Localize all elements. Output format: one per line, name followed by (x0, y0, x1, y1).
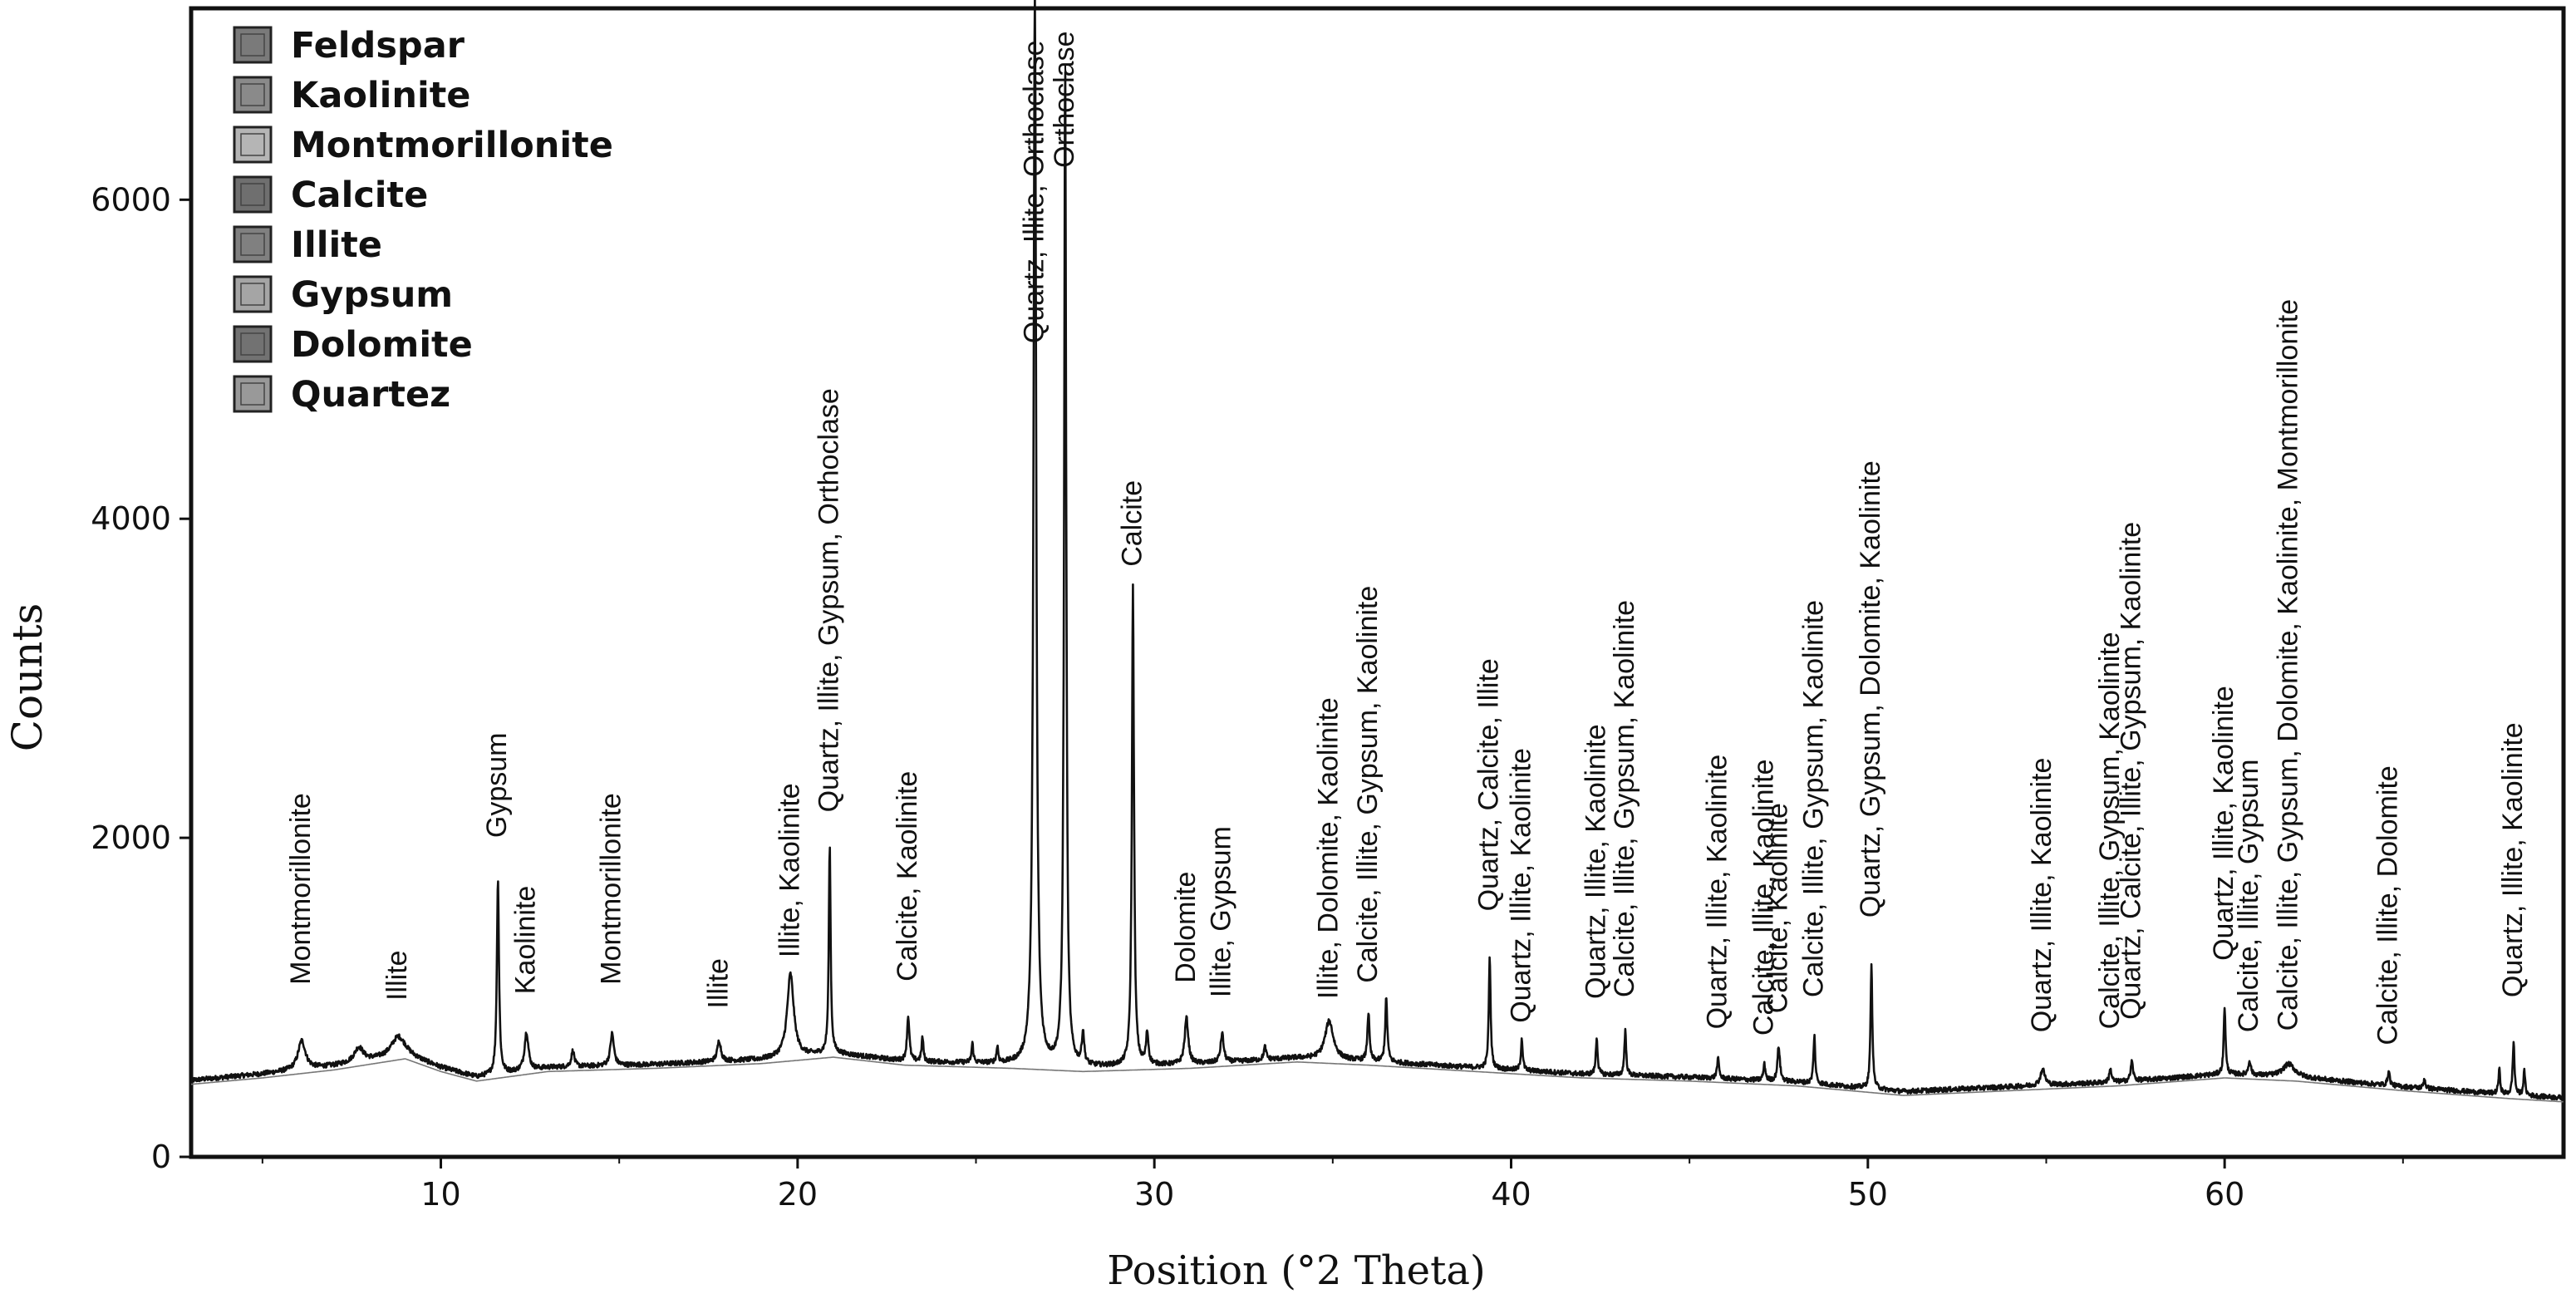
legend-swatch-inner (240, 83, 265, 106)
legend-label: Gypsum (291, 274, 453, 316)
peak-label: Kaolinite (510, 886, 542, 994)
peak-label: Illite (381, 950, 413, 1000)
peak-label: Illite, Dolomite, Kaolinite (1313, 697, 1345, 999)
peak-label: Calcite, Kaolinite (892, 771, 923, 982)
peak-label: Orthoclase (1049, 31, 1080, 167)
peak-labels: Montmorillonite Illite Gypsum Kaolinite Mont… (285, 31, 2529, 1045)
peak-label: Dolomite (1170, 872, 1202, 983)
legend-swatch (233, 375, 273, 413)
x-tick-label: 10 (420, 1176, 460, 1213)
x-axis-label: Position (°2 Theta) (1107, 1247, 1485, 1294)
legend-swatch (233, 325, 273, 363)
xrd-pattern-line (189, 0, 2564, 1101)
legend-label: Kaolinite (291, 75, 470, 116)
legend-label: Quartez (291, 374, 450, 416)
peak-label: Quartz, Illite, Kaolinite (2208, 686, 2239, 961)
legend-swatch (233, 175, 273, 214)
y-tick-label: 0 (151, 1139, 171, 1175)
legend-label: Montmorillonite (291, 125, 613, 166)
background-line (190, 1056, 2564, 1103)
y-tick-label: 6000 (91, 181, 171, 218)
peak-label: Calcite, Illite, Kaolinite (1748, 759, 1779, 1036)
peak-label: Illite, Gypsum (1206, 826, 1237, 997)
legend-swatch-inner (240, 133, 265, 156)
peak-label: Montmorillonite (285, 793, 317, 985)
x-tick-label: 50 (1848, 1176, 1888, 1213)
y-axis-label: Counts (3, 603, 52, 752)
legend-swatch (233, 225, 273, 263)
peak-label: Calcite, Illite, Gypsum, Dolomite, Kaoli… (2272, 299, 2303, 1031)
legend-swatch (233, 275, 273, 313)
legend: Feldspar Kaolinite Montmorillonite Calcite I… (233, 25, 613, 416)
peak-label: Illite, Kaolinite (774, 783, 805, 957)
peak-label: Quartz, Calcite, Illite, Gypsum, Kaolini… (2116, 522, 2147, 1020)
peak-label: Calcite, Illite, Gypsum, Kaolinite (1609, 600, 1640, 997)
x-axis-ticks: 10 20 30 40 50 60 (261, 1157, 2404, 1213)
y-tick-label: 4000 (91, 500, 171, 537)
peak-label: Montmorillonite (596, 793, 627, 985)
legend-swatch-inner (240, 283, 265, 306)
legend-swatch (233, 125, 273, 164)
peak-label: Calcite, Illite, Gypsum, Kaolinite (2094, 632, 2126, 1029)
legend-swatch-inner (240, 382, 265, 406)
peak-label: Quartz, Illite, Kaolinite (1702, 755, 1733, 1030)
peak-label: Quartz, Illite, Kaolinite (1581, 724, 1612, 999)
peak-label: Quartz, Illite, Kaolinite (2497, 722, 2529, 997)
legend-label: Feldspar (291, 25, 465, 66)
peak-label: Calcite, Illite, Gypsum, Kaolinite (1797, 600, 1829, 997)
y-tick-label: 2000 (91, 819, 171, 856)
peak-label: Calcite, Illite, Gypsum, Kaolinite (1352, 586, 1384, 983)
peak-label: Illite (702, 958, 734, 1008)
peak-label: Calcite, Illite, Dolomite (2372, 765, 2404, 1045)
x-tick-label: 20 (778, 1176, 818, 1213)
peak-label: Quartz, Gypsum, Dolomite, Kaolinite (1855, 460, 1886, 918)
legend-swatch-inner (240, 332, 265, 356)
legend-label: Dolomite (291, 324, 473, 366)
legend-swatch-inner (240, 183, 265, 206)
peak-label: Calcite (1116, 480, 1148, 567)
peak-label: Quartz, Calcite, Illite (1473, 658, 1505, 911)
peak-label: Quartz, Illite, Orthoclase (1018, 40, 1050, 343)
x-tick-label: 40 (1491, 1176, 1531, 1213)
peak-label: Calcite, Illite, Gypsum (2233, 760, 2264, 1033)
y-axis-ticks: 0 2000 4000 6000 (91, 181, 191, 1175)
peak-label: Calcite, Kaolinite (1762, 803, 1794, 1013)
x-tick-label: 60 (2205, 1176, 2244, 1213)
legend-swatch-inner (240, 233, 265, 256)
legend-swatch (233, 26, 273, 64)
plot-area-frame (189, 6, 2566, 1159)
legend-label: Illite (291, 224, 382, 266)
peak-label: Quartz, Illite, Kaolinite (2026, 758, 2057, 1033)
peak-label: Quartz, Illite, Kaolinite (1505, 748, 1536, 1023)
peak-label: Quartz, Illite, Gypsum, Orthoclase (814, 388, 845, 812)
legend-label: Calcite (291, 175, 428, 216)
legend-swatch (233, 76, 273, 114)
peak-label: Gypsum (481, 733, 513, 839)
x-tick-label: 30 (1134, 1176, 1174, 1213)
legend-swatch-inner (240, 33, 265, 57)
